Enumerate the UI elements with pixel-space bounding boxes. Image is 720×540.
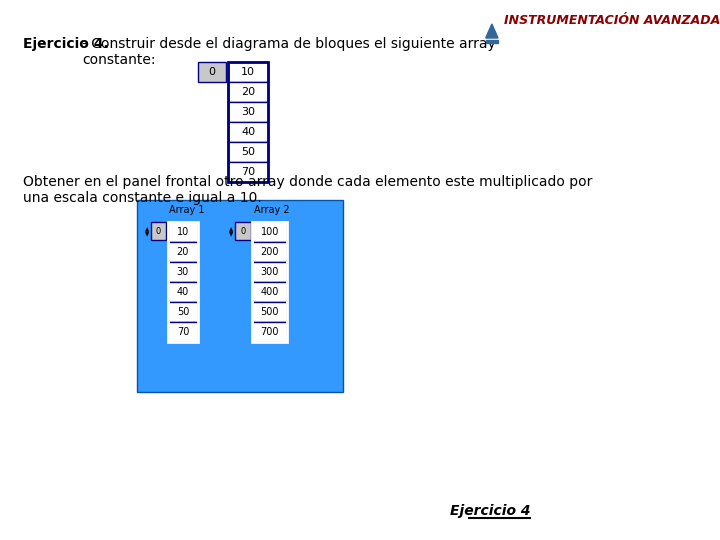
FancyBboxPatch shape	[168, 282, 198, 302]
Polygon shape	[486, 24, 498, 38]
FancyBboxPatch shape	[252, 282, 287, 302]
Text: 0: 0	[156, 226, 161, 235]
Text: 100: 100	[261, 227, 279, 237]
Text: 200: 200	[261, 247, 279, 257]
FancyBboxPatch shape	[252, 262, 287, 282]
Text: 30: 30	[241, 107, 255, 117]
Text: 30: 30	[177, 267, 189, 277]
FancyBboxPatch shape	[168, 322, 198, 342]
Text: ▲
▼: ▲ ▼	[229, 227, 233, 237]
FancyBboxPatch shape	[252, 242, 287, 262]
Text: Array 2: Array 2	[253, 205, 289, 215]
FancyBboxPatch shape	[168, 242, 198, 262]
FancyBboxPatch shape	[168, 302, 198, 322]
FancyBboxPatch shape	[228, 82, 269, 102]
FancyBboxPatch shape	[228, 122, 269, 142]
Text: INSTRUMENTACIÓN AVANZADA: INSTRUMENTACIÓN AVANZADA	[504, 14, 720, 27]
Text: 70: 70	[241, 167, 256, 177]
Text: 40: 40	[241, 127, 256, 137]
Text: 50: 50	[176, 307, 189, 317]
Text: ▲
▼: ▲ ▼	[145, 227, 149, 237]
FancyBboxPatch shape	[252, 322, 287, 342]
Text: Array 1: Array 1	[169, 205, 204, 215]
Text: 700: 700	[261, 327, 279, 337]
FancyBboxPatch shape	[198, 62, 226, 82]
Text: 400: 400	[261, 287, 279, 297]
Text: 500: 500	[261, 307, 279, 317]
Text: 50: 50	[241, 147, 255, 157]
FancyBboxPatch shape	[228, 102, 269, 122]
Text: 20: 20	[241, 87, 256, 97]
FancyBboxPatch shape	[235, 222, 251, 240]
Text: 0: 0	[240, 226, 246, 235]
Text: 20: 20	[176, 247, 189, 257]
Text: Ejercicio 4.: Ejercicio 4.	[23, 37, 109, 51]
Text: - Construir desde el diagrama de bloques el siguiente array
constante:: - Construir desde el diagrama de bloques…	[82, 37, 496, 67]
FancyBboxPatch shape	[252, 222, 287, 242]
FancyBboxPatch shape	[252, 302, 287, 322]
FancyBboxPatch shape	[137, 200, 343, 392]
Text: 70: 70	[176, 327, 189, 337]
FancyBboxPatch shape	[168, 222, 198, 242]
Text: 300: 300	[261, 267, 279, 277]
FancyBboxPatch shape	[228, 162, 269, 182]
FancyBboxPatch shape	[228, 62, 269, 82]
Text: 40: 40	[177, 287, 189, 297]
Text: 0: 0	[209, 67, 215, 77]
Text: 10: 10	[241, 67, 255, 77]
FancyBboxPatch shape	[228, 142, 269, 162]
FancyBboxPatch shape	[168, 262, 198, 282]
FancyBboxPatch shape	[150, 222, 166, 240]
Text: 10: 10	[177, 227, 189, 237]
Text: Obtener en el panel frontal otro array donde cada elemento este multiplicado por: Obtener en el panel frontal otro array d…	[23, 175, 593, 205]
Text: Ejercicio 4: Ejercicio 4	[450, 504, 531, 518]
Polygon shape	[486, 40, 498, 43]
